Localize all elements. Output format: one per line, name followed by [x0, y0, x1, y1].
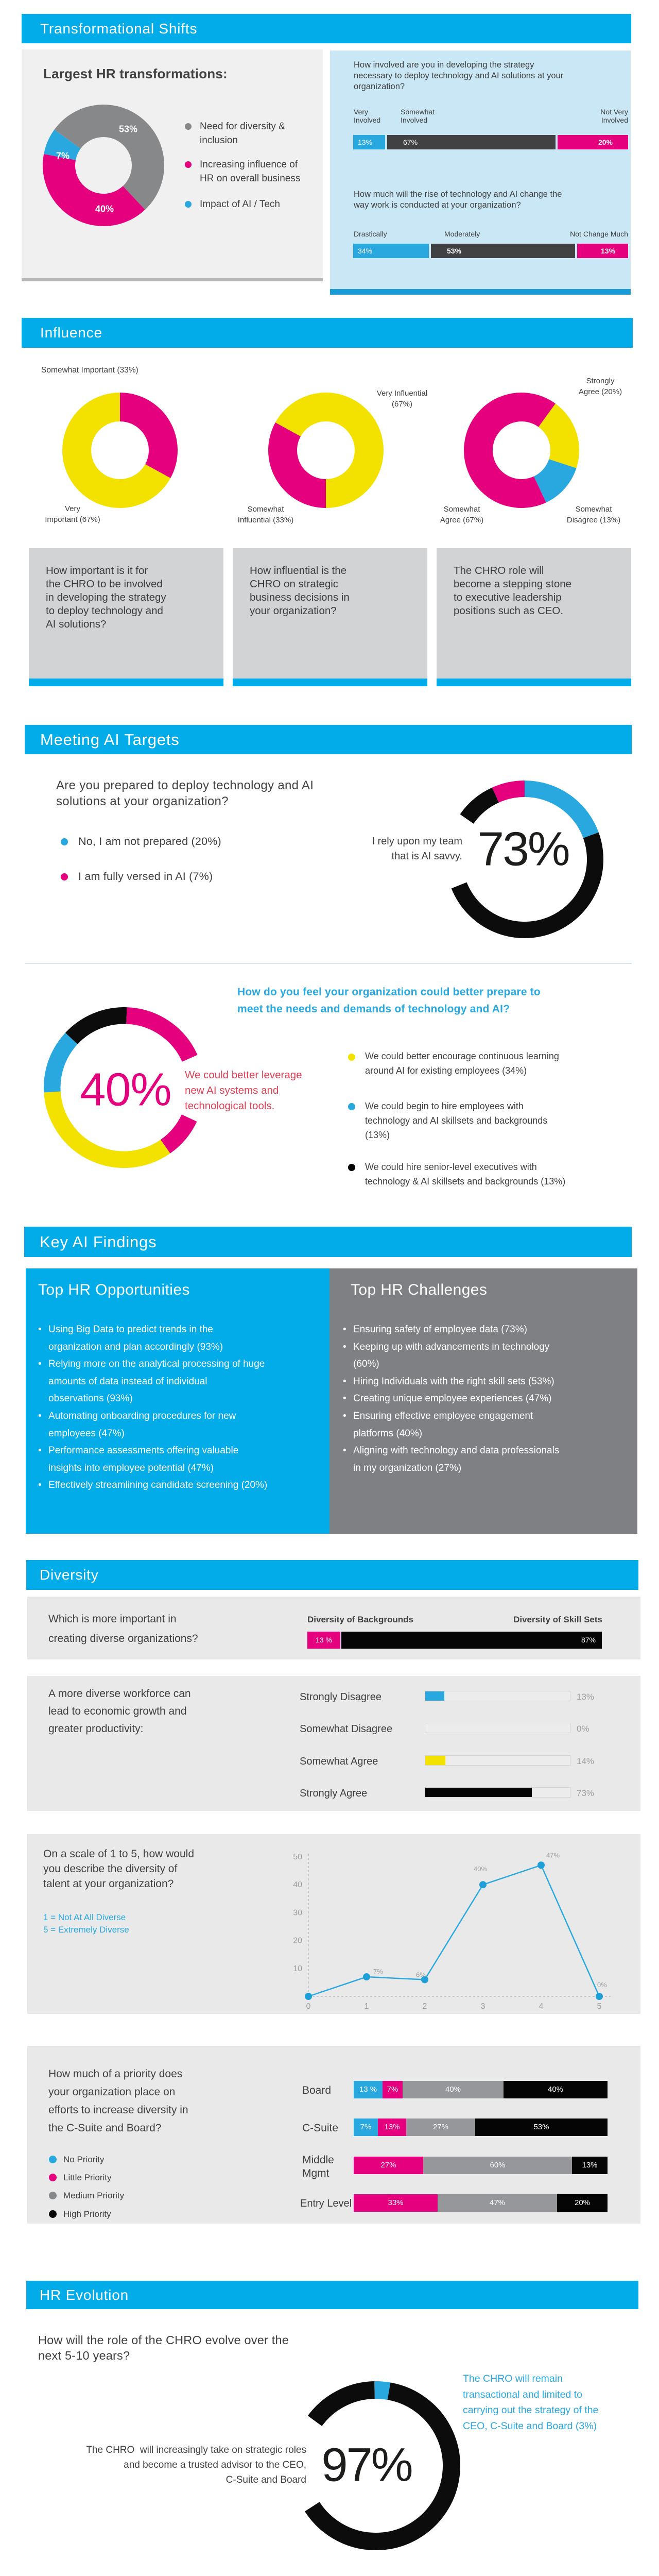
svg-text:40%: 40%	[474, 1865, 487, 1873]
svg-text:47%: 47%	[546, 1851, 560, 1859]
svg-text:5: 5	[597, 2002, 602, 2009]
svg-text:0: 0	[306, 2002, 311, 2009]
svg-text:0%: 0%	[597, 1981, 607, 1989]
svg-text:3: 3	[481, 2002, 485, 2009]
svg-text:40: 40	[293, 1880, 302, 1889]
svg-text:30: 30	[293, 1908, 302, 1917]
svg-text:1: 1	[365, 2002, 369, 2009]
svg-text:4: 4	[539, 2002, 544, 2009]
svg-text:20: 20	[293, 1937, 302, 1945]
svg-text:10: 10	[293, 1964, 302, 1973]
svg-text:6%: 6%	[416, 1971, 426, 1978]
svg-text:7%: 7%	[373, 1968, 383, 1975]
svg-text:50: 50	[293, 1853, 302, 1861]
svg-text:2: 2	[423, 2002, 427, 2009]
